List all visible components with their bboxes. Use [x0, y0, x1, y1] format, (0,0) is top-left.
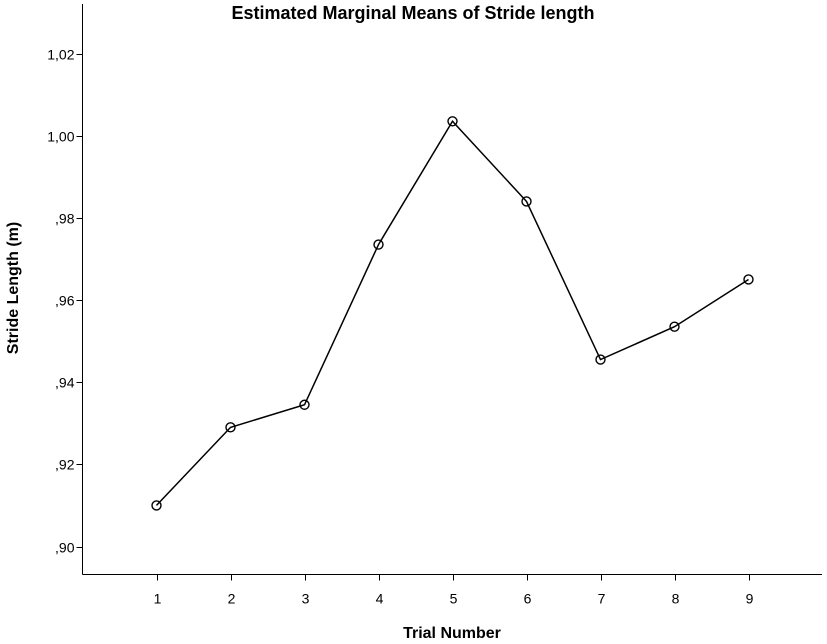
y-tick-label: 1,00	[47, 129, 74, 145]
data-point	[299, 399, 310, 410]
data-point	[595, 354, 606, 365]
y-tick-label: ,92	[55, 457, 75, 473]
y-axis-title: Stride Length (m)	[5, 222, 22, 354]
x-tick-label: 5	[450, 591, 458, 607]
series-line	[155, 120, 749, 506]
x-tick-label: 7	[598, 591, 606, 607]
x-tick-label: 2	[228, 591, 236, 607]
x-tick-label: 1	[154, 591, 162, 607]
y-axis-ticks: ,90 ,92 ,94 ,96 ,98 1,00 1,02	[47, 47, 83, 556]
x-axis-title: Trial Number	[403, 625, 501, 642]
x-tick-label: 9	[746, 591, 754, 607]
y-tick-label: ,90	[55, 540, 75, 556]
series-stride-length	[151, 116, 754, 511]
y-tick-label: ,96	[55, 293, 75, 309]
data-point	[743, 274, 754, 285]
data-point	[151, 500, 162, 511]
y-tick-label: 1,02	[47, 47, 74, 63]
data-point	[447, 116, 458, 127]
data-point	[521, 196, 532, 207]
data-point	[669, 321, 680, 332]
chart-title: Estimated Marginal Means of Stride lengt…	[231, 3, 594, 23]
x-tick-label: 3	[302, 591, 310, 607]
data-point	[373, 239, 384, 250]
x-tick-label: 6	[524, 591, 532, 607]
y-tick-label: ,94	[55, 375, 75, 391]
y-tick-label: ,98	[55, 211, 75, 227]
x-axis-ticks: 1 2 3 4 5 6 7 8 9	[154, 574, 754, 607]
x-tick-label: 8	[672, 591, 680, 607]
data-point	[225, 422, 236, 433]
x-tick-label: 4	[376, 591, 384, 607]
